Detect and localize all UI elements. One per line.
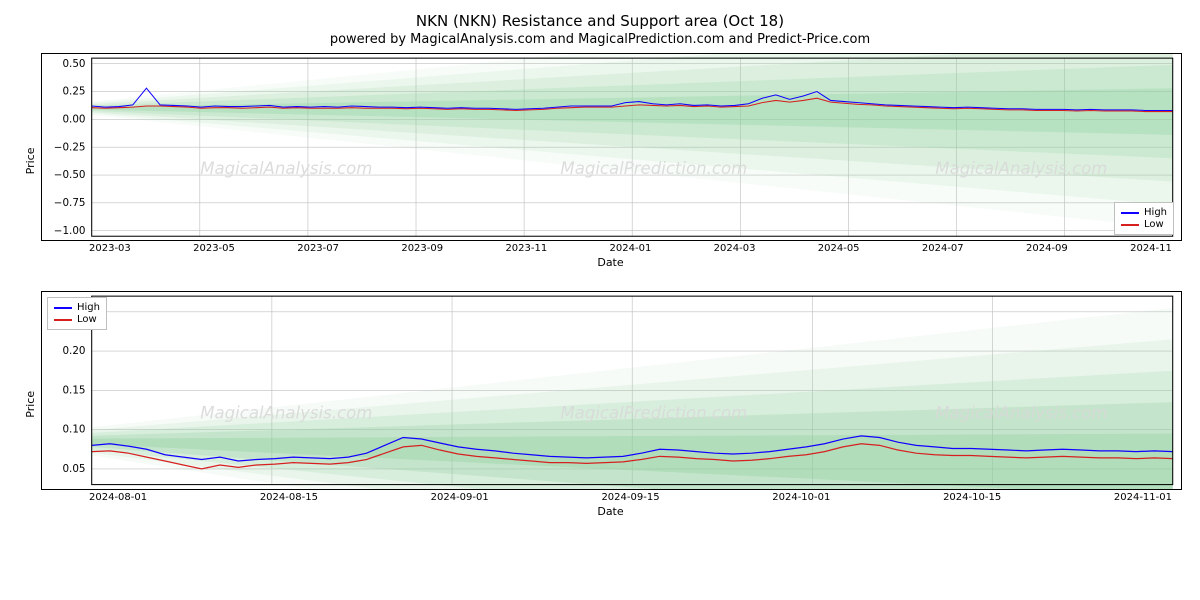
top-x-axis-label: Date [41, 256, 1180, 269]
bottom-chart: 0.050.100.150.200.25MagicalAnalysis.comM… [41, 291, 1182, 490]
svg-text:0.50: 0.50 [62, 58, 85, 70]
top-y-axis-label: Price [20, 53, 41, 269]
svg-text:0.15: 0.15 [62, 385, 85, 397]
svg-text:MagicalAnalysis.com: MagicalAnalysis.com [200, 404, 372, 423]
svg-text:0.10: 0.10 [62, 424, 85, 436]
bottom-y-axis-label: Price [20, 291, 41, 518]
svg-text:MagicalAnalysis.com: MagicalAnalysis.com [200, 159, 372, 178]
bottom-chart-row: Price 0.050.100.150.200.25MagicalAnalysi… [20, 291, 1180, 518]
svg-text:MagicalPrediction.com: MagicalPrediction.com [560, 159, 747, 178]
top-x-ticks: 2023-032023-052023-072023-092023-112024-… [89, 241, 1172, 254]
top-legend: HighLow [1114, 202, 1174, 235]
top-chart-row: Price −1.00 −0.75 −0.50 −0.25 0.00 0.25 0.50 Ma… [20, 53, 1180, 269]
svg-text:−0.50: −0.50 [54, 169, 86, 181]
svg-text:0.05: 0.05 [62, 463, 85, 475]
bottom-x-ticks: 2024-08-012024-08-152024-09-012024-09-15… [89, 490, 1172, 503]
svg-text:−1.00: −1.00 [54, 225, 86, 237]
svg-text:0.00: 0.00 [62, 113, 85, 125]
top-chart-wrap: −1.00 −0.75 −0.50 −0.25 0.00 0.25 0.50 MagicalA… [41, 53, 1180, 241]
svg-text:0.20: 0.20 [62, 346, 85, 358]
svg-text:MagicalPrediction.com: MagicalPrediction.com [560, 404, 747, 423]
chart-subtitle: powered by MagicalAnalysis.com and Magic… [20, 32, 1180, 47]
svg-text:−0.25: −0.25 [54, 141, 86, 153]
svg-text:MagicalAnalysis.com: MagicalAnalysis.com [935, 404, 1107, 423]
bottom-x-axis-label: Date [41, 505, 1180, 518]
svg-text:−0.75: −0.75 [54, 197, 86, 209]
bottom-chart-wrap: 0.050.100.150.200.25MagicalAnalysis.comM… [41, 291, 1180, 490]
chart-title: NKN (NKN) Resistance and Support area (O… [20, 12, 1180, 30]
svg-text:0.25: 0.25 [62, 86, 85, 98]
svg-text:MagicalAnalysis.com: MagicalAnalysis.com [935, 159, 1107, 178]
top-chart: −1.00 −0.75 −0.50 −0.25 0.00 0.25 0.50 MagicalA… [41, 53, 1182, 241]
bottom-legend: HighLow [47, 297, 107, 330]
